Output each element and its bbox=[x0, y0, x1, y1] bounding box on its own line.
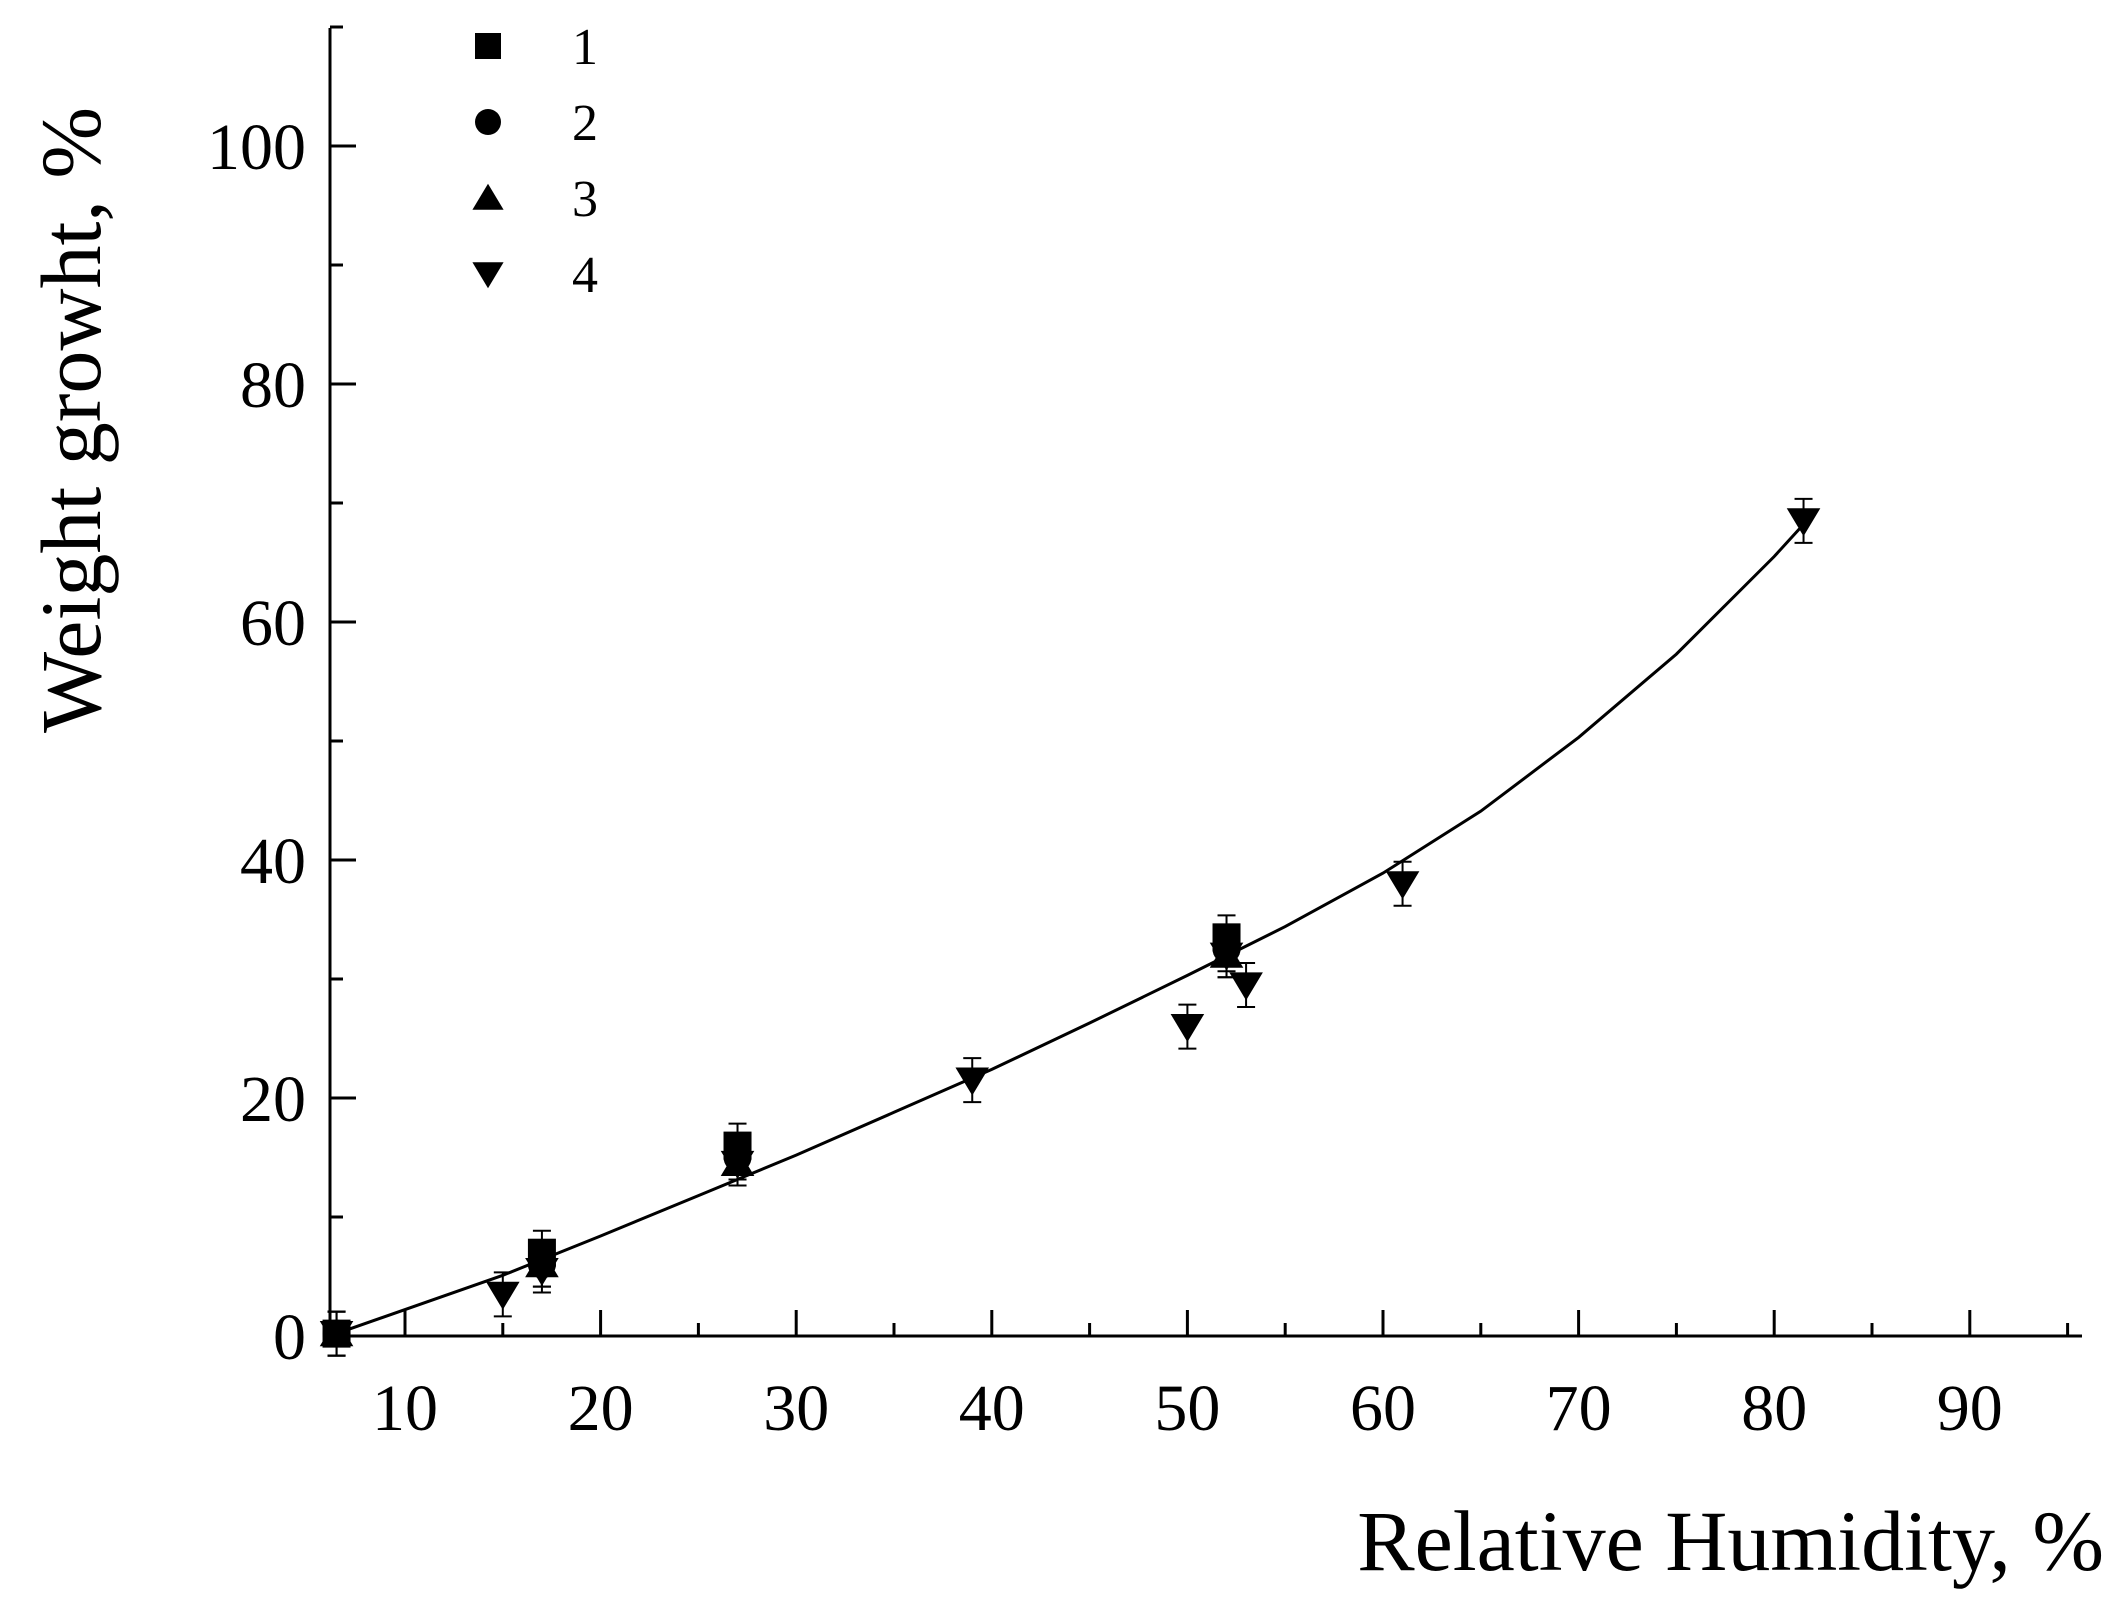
x-tick-label: 60 bbox=[1350, 1372, 1416, 1445]
axes bbox=[328, 28, 2082, 1338]
fit-curve-group bbox=[336, 523, 1805, 1336]
legend-marker-2 bbox=[475, 109, 501, 135]
y-tick-label: 20 bbox=[240, 1063, 306, 1136]
ticks: 10 20 30 40 50 60 70 80 90 0 20 40 60 80 100 bbox=[207, 25, 2070, 1445]
data-point-series-4 bbox=[955, 1067, 990, 1096]
data-point-series-4 bbox=[1209, 942, 1244, 971]
y-axis-title: Weight growht, % bbox=[23, 107, 119, 733]
y-tick-label: 80 bbox=[240, 349, 306, 422]
y-tick-label: 60 bbox=[240, 587, 306, 660]
fit-curve bbox=[336, 523, 1805, 1336]
data-point-series-4 bbox=[1229, 972, 1263, 1001]
legend-label-4: 4 bbox=[572, 247, 598, 304]
x-tick-label: 70 bbox=[1546, 1372, 1612, 1445]
data-marks bbox=[319, 497, 1821, 1357]
legend-label-2: 2 bbox=[572, 95, 598, 152]
data-point-series-4 bbox=[525, 1257, 559, 1286]
y-tick-label: 100 bbox=[207, 111, 306, 184]
data-point-series-4 bbox=[319, 1321, 354, 1350]
x-axis-title: Relative Humidity, % bbox=[1357, 1493, 2104, 1589]
x-tick-label: 30 bbox=[763, 1372, 829, 1445]
x-tick-label: 80 bbox=[1741, 1372, 1807, 1445]
data-point-series-4 bbox=[486, 1281, 520, 1310]
x-tick-label: 90 bbox=[1937, 1372, 2003, 1445]
data-point-series-4 bbox=[1170, 1014, 1205, 1042]
x-tick-label: 40 bbox=[959, 1372, 1025, 1445]
legend: 1 2 3 4 bbox=[472, 19, 598, 304]
legend-label-3: 3 bbox=[572, 171, 598, 228]
legend-label-1: 1 bbox=[572, 19, 598, 76]
y-tick-label: 40 bbox=[240, 825, 306, 898]
legend-marker-3 bbox=[472, 183, 504, 210]
legend-marker-4 bbox=[472, 262, 504, 289]
x-tick-label: 20 bbox=[568, 1372, 634, 1445]
data-point-series-4 bbox=[720, 1150, 755, 1179]
data-point-series-4 bbox=[1786, 508, 1821, 537]
x-tick-label: 50 bbox=[1154, 1372, 1220, 1445]
x-tick-label: 10 bbox=[372, 1372, 438, 1445]
legend-marker-1 bbox=[475, 33, 501, 59]
y-tick-label: 0 bbox=[273, 1301, 306, 1374]
data-point-series-4 bbox=[1385, 871, 1420, 900]
